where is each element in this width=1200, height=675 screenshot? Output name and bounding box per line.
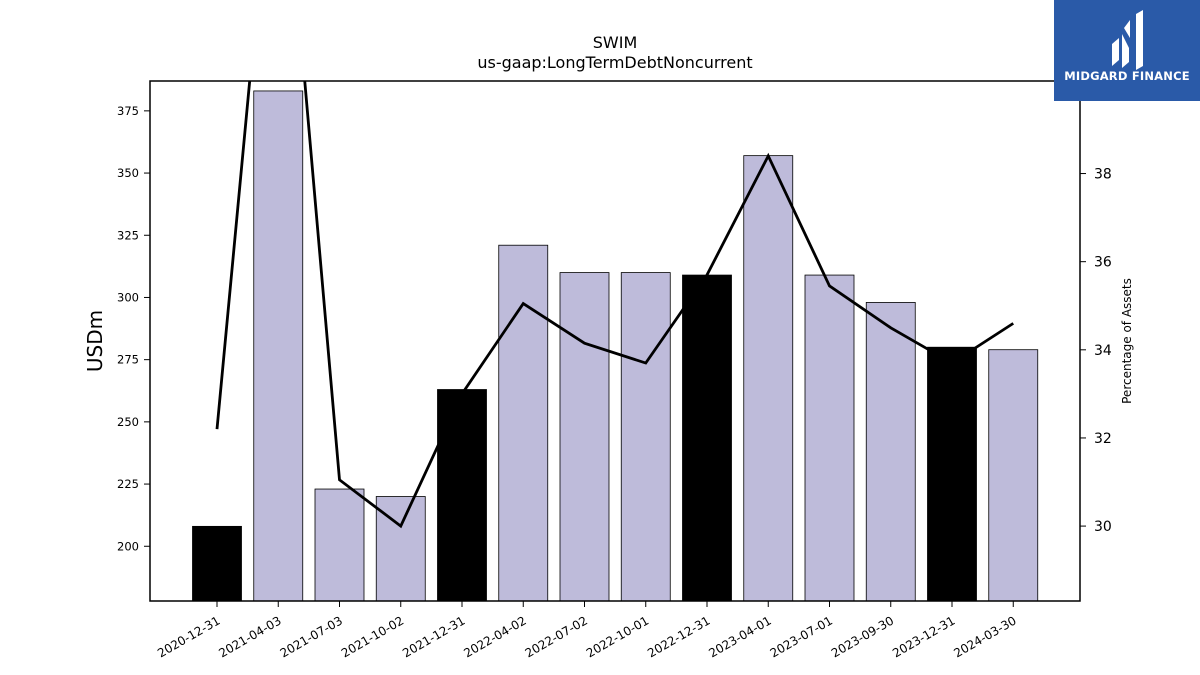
bar-2022-12-31 xyxy=(682,274,732,602)
x-tick-label: 2022-10-01 xyxy=(584,613,651,660)
y-tick-label: 325 xyxy=(117,228,139,242)
x-tick-label: 2021-10-02 xyxy=(339,613,406,660)
y2-axis-label: Percentage of Assets xyxy=(1120,278,1134,404)
x-tick-label: 2021-12-31 xyxy=(400,613,467,660)
chart-title: SWIM xyxy=(593,33,638,52)
y2-tick-label: 34 xyxy=(1094,343,1112,359)
bar-2021-04-03 xyxy=(253,90,304,602)
x-tick-label: 2022-07-02 xyxy=(523,613,590,660)
bar-2020-12-31 xyxy=(192,525,242,602)
bar-2023-12-31 xyxy=(927,346,977,602)
x-tick-label: 2023-12-31 xyxy=(890,613,957,660)
x-tick-label: 2023-07-01 xyxy=(768,613,835,660)
x-tick-label: 2020-12-31 xyxy=(155,613,222,660)
x-tick-label: 2023-04-01 xyxy=(706,613,773,660)
chart-subtitle: us-gaap:LongTermDebtNoncurrent xyxy=(477,53,752,72)
x-tick-label: 2022-12-31 xyxy=(645,613,712,660)
y-tick-label: 275 xyxy=(117,353,139,367)
x-tick-label: 2022-04-02 xyxy=(461,613,528,660)
y-tick-label: 375 xyxy=(117,104,139,118)
bar-2022-07-02 xyxy=(559,272,610,602)
midgard-finance-logo: MIDGARD FINANCE xyxy=(1054,0,1200,101)
bar-2023-09-30 xyxy=(865,302,916,602)
bar-2024-03-30 xyxy=(988,349,1039,602)
y2-tick-label: 30 xyxy=(1094,519,1112,535)
plot-frame xyxy=(149,80,1081,602)
y-tick-label: 200 xyxy=(117,539,139,553)
bar-2021-12-31 xyxy=(437,389,487,602)
y2-tick-label: 38 xyxy=(1094,167,1112,183)
y-tick-label: 300 xyxy=(117,290,139,304)
bar-2023-07-01 xyxy=(804,274,855,602)
y2-tick-label: 36 xyxy=(1094,255,1112,271)
x-tick-label: 2024-03-30 xyxy=(951,613,1018,660)
bar-2022-10-01 xyxy=(620,272,671,602)
y2-tick-label: 32 xyxy=(1094,431,1112,447)
x-tick-label: 2023-09-30 xyxy=(829,613,896,660)
logo-mark-icon xyxy=(1112,10,1143,70)
y-axis-label: USDm xyxy=(83,310,107,372)
percentage-line xyxy=(215,81,1015,529)
y-tick-label: 350 xyxy=(117,166,139,180)
x-tick-label: 2021-04-03 xyxy=(216,613,283,660)
y-tick-label: 225 xyxy=(117,477,139,491)
bar-2023-04-01 xyxy=(743,155,794,602)
bar-2022-04-02 xyxy=(498,244,549,602)
y-tick-label: 250 xyxy=(117,415,139,429)
x-tick-label: 2021-07-03 xyxy=(278,613,345,660)
logo-text: MIDGARD FINANCE xyxy=(1064,69,1190,83)
bar-2021-07-03 xyxy=(314,488,365,602)
